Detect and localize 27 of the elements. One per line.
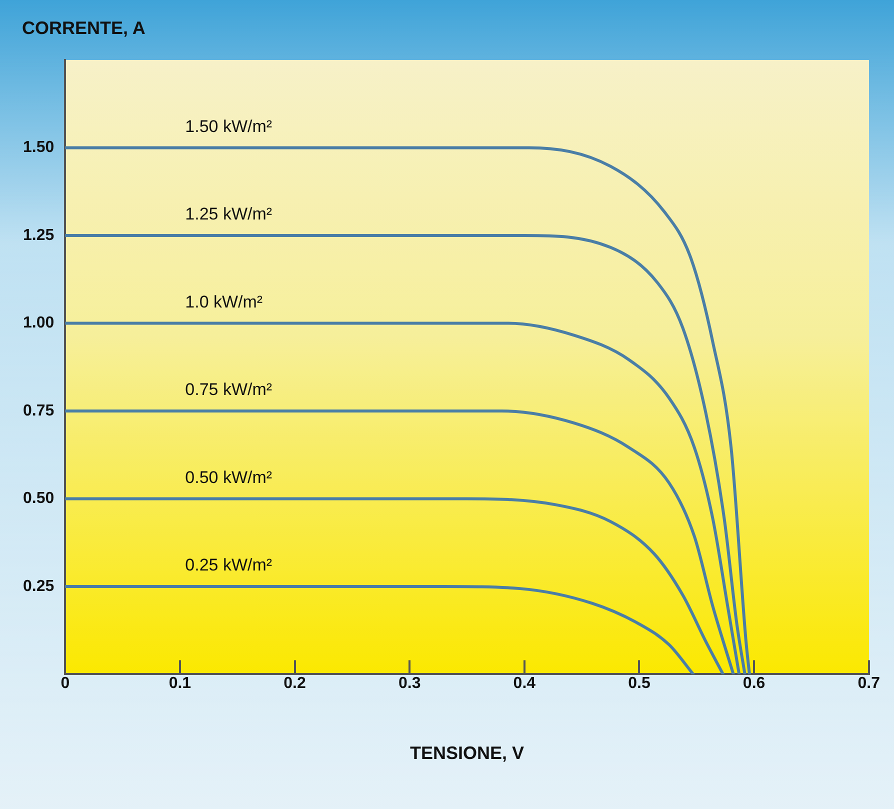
- line-series: [65, 322, 741, 674]
- x-tick-label: 0.6: [742, 675, 766, 692]
- x-tick-label: 0: [60, 675, 70, 692]
- series-label: 0.25 kW/m²: [185, 556, 272, 575]
- y-tick-label: 1.50: [23, 139, 54, 156]
- series-label: 0.50 kW/m²: [185, 468, 272, 487]
- line-series: [65, 409, 735, 674]
- line-series: [65, 584, 695, 674]
- x-axis-title: TENSIONE, V: [410, 743, 524, 764]
- y-tick-label: 1.00: [23, 314, 54, 332]
- x-tick-label: 0.3: [398, 675, 421, 692]
- series-label: 1.0 kW/m²: [185, 292, 263, 312]
- y-tick-label: 0.50: [23, 490, 54, 508]
- y-tick-label: 1.25: [23, 226, 54, 244]
- series-label: 0.75 kW/m²: [185, 380, 272, 400]
- series-label: 1.50 kW/m²: [185, 116, 272, 136]
- x-tick-label: 0.7: [858, 675, 880, 692]
- x-tick-label: 0.4: [513, 675, 536, 692]
- line-series: [65, 146, 751, 674]
- x-tick-label: 0.2: [284, 675, 306, 692]
- line-series: [65, 497, 725, 674]
- x-tick-label: 0.1: [168, 675, 192, 692]
- y-tick-label: 0.75: [23, 402, 54, 420]
- y-axis-title: CORRENTE, A: [22, 18, 146, 39]
- series-label: 1.25 kW/m²: [185, 204, 272, 224]
- x-tick-label: 0.5: [628, 675, 650, 692]
- y-tick-label: 0.25: [23, 578, 54, 595]
